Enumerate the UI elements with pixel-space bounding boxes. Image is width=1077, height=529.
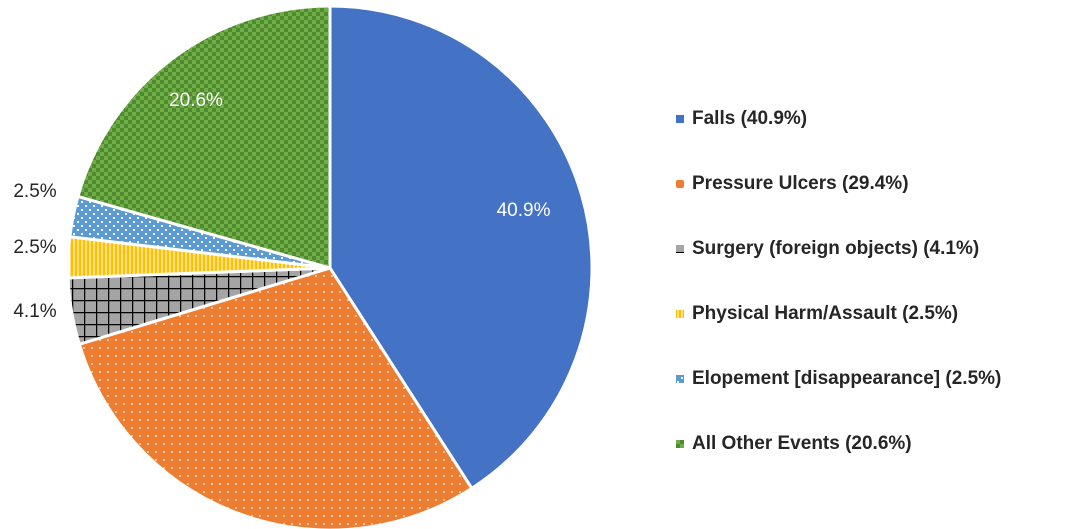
legend-label: Surgery (foreign objects) (4.1%) bbox=[692, 238, 979, 259]
data-label: 2.5% bbox=[13, 237, 56, 258]
data-label: 2.5% bbox=[13, 181, 56, 202]
legend-label: Falls (40.9%) bbox=[692, 108, 807, 129]
legend-swatch bbox=[676, 440, 684, 448]
legend-swatch bbox=[676, 310, 684, 318]
legend-swatch bbox=[676, 115, 684, 123]
legend-label: All Other Events (20.6%) bbox=[692, 433, 912, 454]
legend-label: Pressure Ulcers (29.4%) bbox=[692, 173, 909, 194]
legend-label: Elopement [disappearance] (2.5%) bbox=[692, 368, 1001, 389]
data-label: 20.6% bbox=[169, 90, 223, 111]
data-label: 4.1% bbox=[13, 301, 56, 322]
pie-slice bbox=[77, 266, 474, 529]
pie-slice bbox=[76, 4, 332, 270]
data-label: 40.9% bbox=[497, 200, 551, 221]
legend-swatch bbox=[676, 180, 684, 188]
legend-swatch bbox=[676, 245, 684, 253]
legend-label: Physical Harm/Assault (2.5%) bbox=[692, 303, 958, 324]
legend-swatch bbox=[676, 375, 684, 383]
